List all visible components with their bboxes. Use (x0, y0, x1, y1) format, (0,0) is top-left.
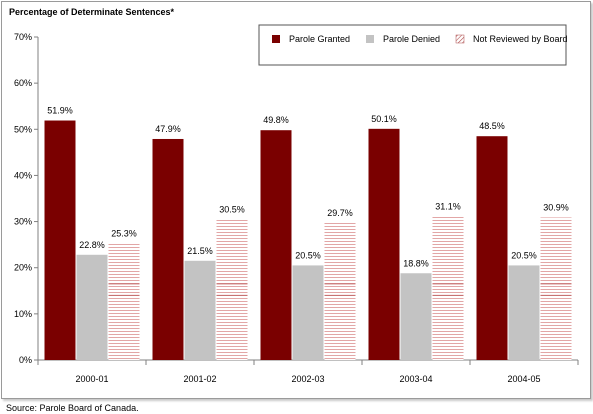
bar (76, 254, 108, 360)
bar (324, 222, 356, 360)
x-tick-label: 2001-02 (183, 374, 216, 384)
y-tick-label: 0% (19, 355, 32, 365)
data-label: 20.5% (511, 250, 537, 260)
data-label: 51.9% (47, 106, 73, 116)
legend-box (258, 24, 567, 66)
y-tick-label: 50% (14, 124, 32, 134)
data-label: 18.8% (403, 258, 429, 268)
data-label: 48.5% (479, 121, 505, 131)
x-tick-label: 2003-04 (399, 374, 432, 384)
y-tick-label: 20% (14, 263, 32, 273)
legend-swatch (272, 35, 280, 43)
data-label: 29.7% (327, 208, 353, 218)
data-label: 22.8% (79, 240, 105, 250)
x-tick-label: 2004-05 (507, 374, 540, 384)
bar (108, 243, 140, 360)
y-tick-label: 40% (14, 170, 32, 180)
y-axis-title: Percentage of Determinate Sentences* (9, 7, 175, 17)
bar (152, 138, 184, 360)
legend: Parole Granted Parole Denied Not Reviewed … (258, 24, 568, 66)
y-tick-label: 60% (14, 78, 32, 88)
bar (400, 273, 432, 360)
bar (292, 265, 324, 360)
bar (44, 120, 76, 360)
bar (476, 136, 508, 360)
source-note: Source: Parole Board of Canada. (6, 403, 139, 413)
y-tick-label: 30% (14, 217, 32, 227)
x-tick-label: 2002-03 (291, 374, 324, 384)
bar-chart: 0% 10% 20% 30% 40% 50% 60% 70% 2000-01 2001-02 200… (14, 24, 579, 384)
bars (44, 120, 572, 360)
legend-label: Parole Granted (289, 34, 350, 44)
data-label: 25.3% (111, 228, 137, 238)
legend-swatch (366, 35, 374, 43)
y-tick-label: 10% (14, 309, 32, 319)
legend-swatch (455, 34, 465, 44)
y-tick-label: 70% (14, 32, 32, 42)
legend-label: Parole Denied (383, 34, 440, 44)
data-label: 31.1% (435, 201, 461, 211)
bar (184, 260, 216, 360)
bar (508, 265, 540, 360)
legend-label: Not Reviewed by Board (473, 34, 568, 44)
data-label: 50.1% (371, 114, 397, 124)
bar (432, 216, 464, 360)
x-tick-label: 2000-01 (75, 374, 108, 384)
bar (216, 219, 248, 360)
data-label: 20.5% (295, 250, 321, 260)
data-label: 49.8% (263, 115, 289, 125)
data-label: 47.9% (155, 124, 181, 134)
data-label: 21.5% (187, 246, 213, 256)
data-label: 30.5% (219, 204, 245, 214)
bar (540, 217, 572, 360)
data-label: 30.9% (543, 202, 569, 212)
data-labels: 51.9% 22.8% 25.3% 47.9% 21.5% 30.5% 49.8% 20.5%… (47, 106, 569, 269)
bar (368, 128, 400, 360)
bar (260, 130, 292, 360)
